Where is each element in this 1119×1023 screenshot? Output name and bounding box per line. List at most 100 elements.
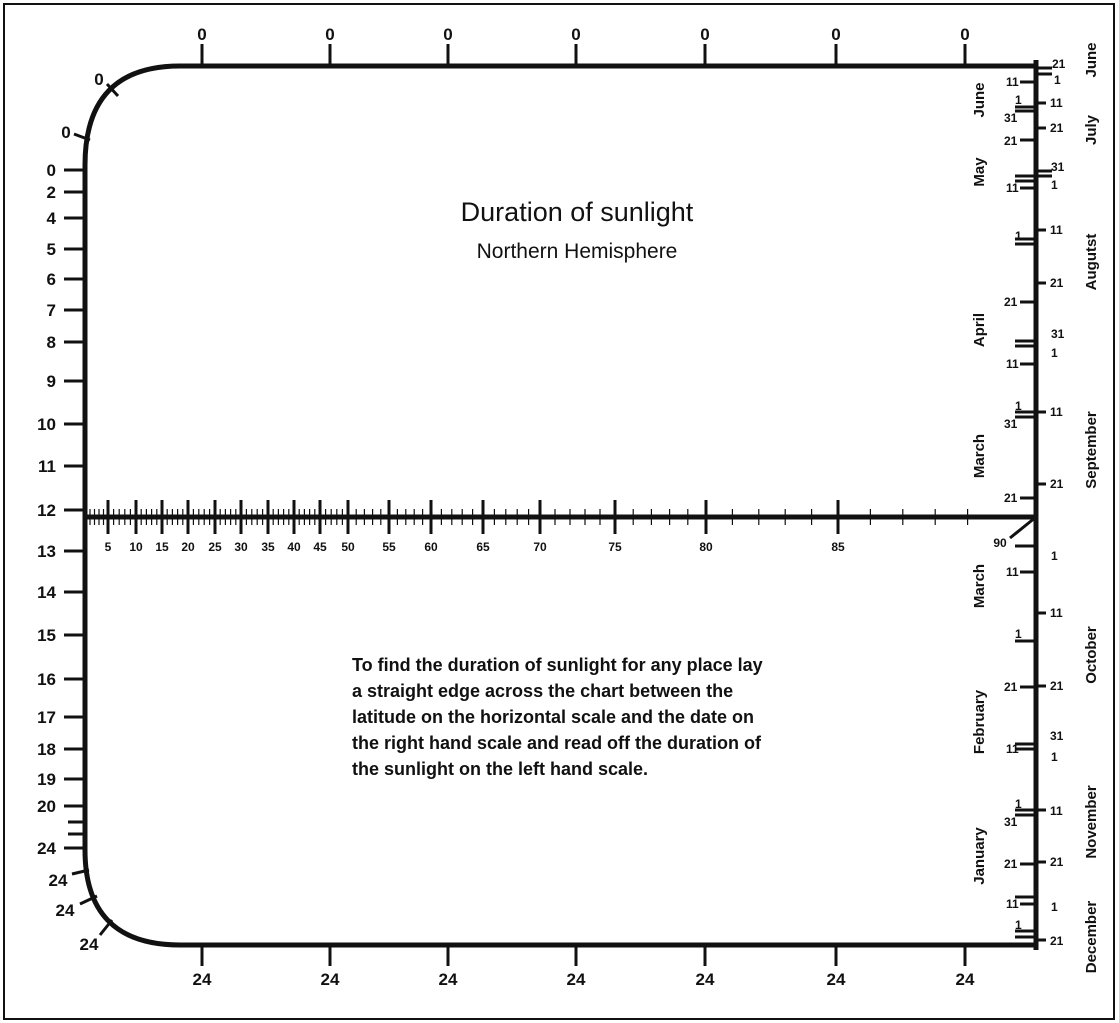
month-label: November bbox=[1083, 785, 1100, 859]
duration-label: 13 bbox=[37, 542, 56, 561]
latitude-label: 10 bbox=[129, 540, 143, 554]
duration-label: 14 bbox=[37, 583, 56, 602]
date-label: 11 bbox=[1006, 742, 1019, 756]
duration-label: 17 bbox=[37, 708, 56, 727]
month-labels-right: June July Augutst September October Nove… bbox=[1083, 42, 1100, 973]
duration-label: 24 bbox=[49, 871, 68, 890]
latitude-scale: 5 10 15 20 25 30 35 40 45 50 55 60 65 70 75 80 85 90 bbox=[89, 500, 1007, 554]
date-label: 21 bbox=[1050, 934, 1064, 948]
latitude-label: 85 bbox=[831, 540, 845, 554]
date-label: 21 bbox=[1052, 57, 1066, 71]
duration-label: 8 bbox=[47, 333, 56, 352]
date-label: 21 bbox=[1050, 121, 1064, 135]
latitude-label: 60 bbox=[424, 540, 438, 554]
month-labels-left: June May April March March February Janu… bbox=[971, 82, 988, 884]
date-label: 31 bbox=[1050, 729, 1064, 743]
latitude-label: 25 bbox=[208, 540, 222, 554]
duration-label: 9 bbox=[47, 372, 56, 391]
duration-tick bbox=[73, 132, 91, 142]
date-label: 11 bbox=[1006, 75, 1019, 89]
duration-label: 10 bbox=[37, 415, 56, 434]
latitude-label: 90 bbox=[993, 536, 1007, 550]
date-label: 1 bbox=[1051, 178, 1058, 192]
duration-label: 24 bbox=[80, 935, 99, 954]
duration-label: 24 bbox=[321, 970, 340, 989]
date-label: 21 bbox=[1004, 134, 1018, 148]
duration-label: 18 bbox=[37, 740, 56, 759]
outer-frame bbox=[3, 3, 1115, 1020]
date-label: 11 bbox=[1050, 96, 1063, 110]
duration-label: 4 bbox=[47, 209, 57, 228]
latitude-label: 55 bbox=[382, 540, 396, 554]
date-label: 1 bbox=[1015, 399, 1022, 413]
latitude-label: 40 bbox=[287, 540, 301, 554]
month-label: December bbox=[1083, 901, 1100, 974]
latitude-label: 30 bbox=[234, 540, 248, 554]
date-label: 31 bbox=[1004, 815, 1018, 829]
duration-label: 0 bbox=[94, 70, 103, 89]
date-label: 11 bbox=[1006, 897, 1019, 911]
month-label: Augutst bbox=[1083, 234, 1100, 291]
month-label: July bbox=[1083, 114, 1100, 145]
date-label: 1 bbox=[1015, 627, 1022, 641]
duration-label: 24 bbox=[56, 901, 75, 920]
month-label: May bbox=[971, 157, 988, 187]
duration-label: 5 bbox=[47, 240, 56, 259]
date-label: 21 bbox=[1004, 680, 1018, 694]
latitude-label: 70 bbox=[533, 540, 547, 554]
latitude-label: 20 bbox=[181, 540, 195, 554]
date-label: 11 bbox=[1006, 357, 1019, 371]
latitude-label: 75 bbox=[608, 540, 622, 554]
duration-label: 24 bbox=[827, 970, 846, 989]
date-label: 1 bbox=[1054, 73, 1061, 87]
date-label: 1 bbox=[1015, 229, 1022, 243]
duration-label: 24 bbox=[439, 970, 458, 989]
date-label: 1 bbox=[1015, 797, 1022, 811]
latitude-label: 80 bbox=[699, 540, 713, 554]
duration-label: 7 bbox=[47, 301, 56, 320]
latitude-label: 45 bbox=[313, 540, 327, 554]
duration-label: 0 bbox=[47, 161, 56, 180]
duration-label: 16 bbox=[37, 670, 56, 689]
latitude-90-tick bbox=[1009, 515, 1037, 540]
duration-scale-top: 0 0 0 0 0 0 0 0 0 bbox=[61, 25, 969, 142]
duration-label: 2 bbox=[47, 183, 56, 202]
month-label: June bbox=[971, 82, 988, 117]
date-label: 1 bbox=[1015, 93, 1022, 107]
duration-label: 11 bbox=[38, 457, 56, 476]
month-label: September bbox=[1083, 411, 1100, 489]
date-ticks-right bbox=[1036, 66, 1052, 942]
duration-tick bbox=[79, 894, 98, 906]
month-label: October bbox=[1083, 626, 1100, 684]
date-label: 21 bbox=[1050, 276, 1064, 290]
instruction-line: latitude on the horizontal scale and the… bbox=[352, 707, 754, 727]
chart-subtitle: Northern Hemisphere bbox=[477, 240, 678, 263]
date-label: 11 bbox=[1006, 181, 1019, 195]
date-scale: 11 1 31 21 11 1 21 11 1 31 21 21 1 11 21… bbox=[1004, 57, 1066, 948]
duration-label: 0 bbox=[960, 25, 969, 44]
duration-label: 24 bbox=[696, 970, 715, 989]
date-label: 21 bbox=[1050, 679, 1064, 693]
duration-label: 24 bbox=[956, 970, 975, 989]
chart-border bbox=[82, 63, 1036, 948]
latitude-label: 5 bbox=[105, 540, 112, 554]
month-label: February bbox=[971, 689, 988, 754]
duration-label: 0 bbox=[700, 25, 709, 44]
date-label: 11 bbox=[1006, 565, 1019, 579]
duration-label: 0 bbox=[325, 25, 334, 44]
duration-label: 12 bbox=[37, 501, 56, 520]
latitude-label: 35 bbox=[261, 540, 275, 554]
duration-label: 0 bbox=[197, 25, 206, 44]
date-label: 1 bbox=[1051, 750, 1058, 764]
duration-label: 20 bbox=[37, 797, 56, 816]
duration-tick bbox=[98, 919, 114, 936]
latitude-label: 15 bbox=[155, 540, 169, 554]
date-label: 11 bbox=[1050, 804, 1063, 818]
duration-label: 15 bbox=[37, 626, 56, 645]
date-label: 31 bbox=[1004, 111, 1018, 125]
duration-label: 24 bbox=[37, 839, 56, 858]
latitude-label: 50 bbox=[341, 540, 355, 554]
month-label: March bbox=[971, 564, 988, 608]
